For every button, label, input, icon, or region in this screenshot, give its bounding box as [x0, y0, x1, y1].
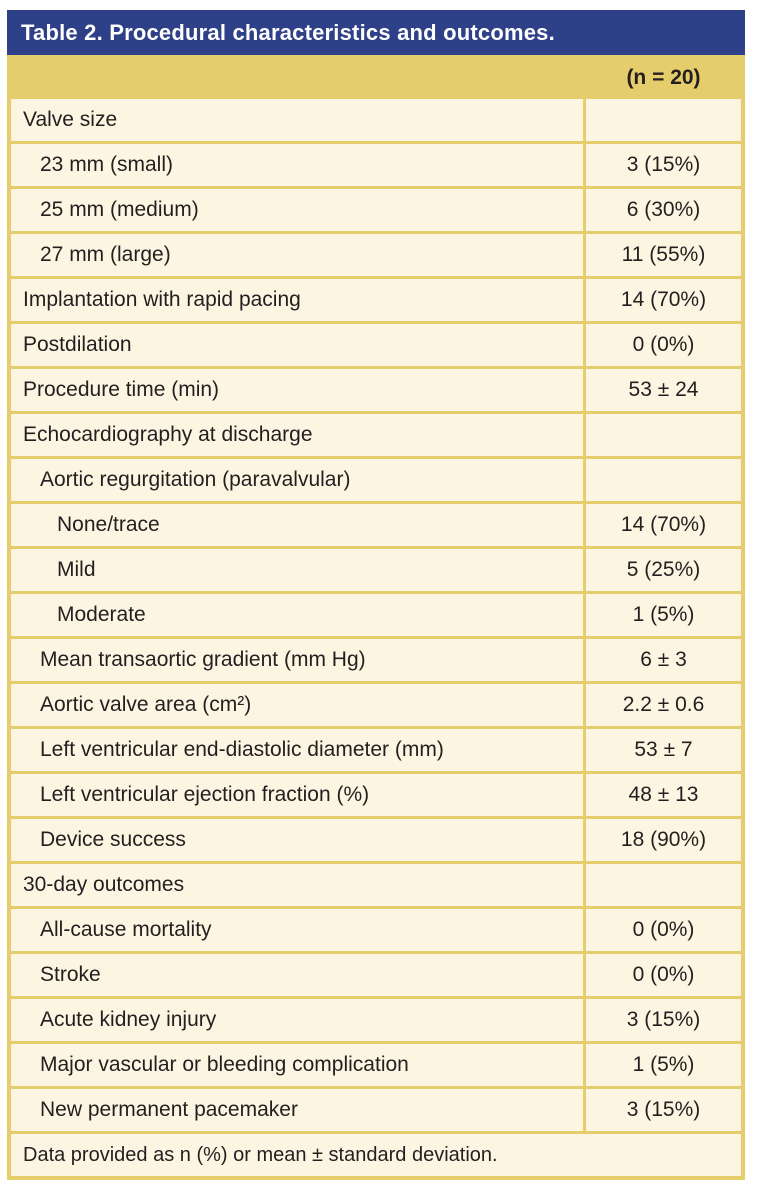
footnote-row: Data provided as n (%) or mean ± standar…	[7, 1131, 745, 1180]
row-value: 0 (0%)	[583, 321, 745, 369]
table-row: 25 mm (medium) 6 (30%)	[7, 186, 745, 234]
row-value: 6 ± 3	[583, 636, 745, 684]
table-row: Postdilation 0 (0%)	[7, 321, 745, 369]
row-label: None/trace	[7, 501, 586, 549]
row-value	[583, 456, 745, 504]
row-value: 5 (25%)	[583, 546, 745, 594]
table-row: Moderate 1 (5%)	[7, 591, 745, 639]
table-title: Table 2. Procedural characteristics and …	[21, 19, 555, 45]
row-value: 0 (0%)	[583, 906, 745, 954]
row-label: Left ventricular end-diastolic diameter …	[7, 726, 586, 774]
row-label: Stroke	[7, 951, 586, 999]
row-label: 25 mm (medium)	[7, 186, 586, 234]
row-label: Device success	[7, 816, 586, 864]
row-value: 11 (55%)	[583, 231, 745, 279]
row-label: Mild	[7, 546, 586, 594]
table-row: Mean transaortic gradient (mm Hg) 6 ± 3	[7, 636, 745, 684]
row-value: 14 (70%)	[583, 276, 745, 324]
table-row: Implantation with rapid pacing 14 (70%)	[7, 276, 745, 324]
n-column-header: (n = 20)	[583, 55, 745, 99]
row-value: 0 (0%)	[583, 951, 745, 999]
row-label: Left ventricular ejection fraction (%)	[7, 771, 586, 819]
row-label: Major vascular or bleeding complication	[7, 1041, 586, 1089]
table-row: 27 mm (large) 11 (55%)	[7, 231, 745, 279]
row-value: 6 (30%)	[583, 186, 745, 234]
table-row: 23 mm (small) 3 (15%)	[7, 141, 745, 189]
table-row: Device success 18 (90%)	[7, 816, 745, 864]
row-value	[583, 861, 745, 909]
row-value: 1 (5%)	[583, 1041, 745, 1089]
row-label: New permanent pacemaker	[7, 1086, 586, 1134]
table-row: Left ventricular ejection fraction (%) 48…	[7, 771, 745, 819]
column-header-row: (n = 20)	[7, 55, 745, 99]
table-row: Stroke 0 (0%)	[7, 951, 745, 999]
row-value: 3 (15%)	[583, 141, 745, 189]
row-label: Echocardiography at discharge	[7, 411, 586, 459]
row-value: 48 ± 13	[583, 771, 745, 819]
row-label: Mean transaortic gradient (mm Hg)	[7, 636, 586, 684]
table-2-container: Table 2. Procedural characteristics and …	[7, 10, 745, 1180]
row-value: 1 (5%)	[583, 591, 745, 639]
table-row: Procedure time (min) 53 ± 24	[7, 366, 745, 414]
row-value: 3 (15%)	[583, 1086, 745, 1134]
table-row: Aortic regurgitation (paravalvular)	[7, 456, 745, 504]
row-label: Valve size	[7, 96, 586, 144]
table-row: Mild 5 (25%)	[7, 546, 745, 594]
footnote: Data provided as n (%) or mean ± standar…	[7, 1131, 745, 1180]
row-value: 2.2 ± 0.6	[583, 681, 745, 729]
table-row: Left ventricular end-diastolic diameter …	[7, 726, 745, 774]
table-row: None/trace 14 (70%)	[7, 501, 745, 549]
row-value: 14 (70%)	[583, 501, 745, 549]
table-row: All-cause mortality 0 (0%)	[7, 906, 745, 954]
table-row: 30-day outcomes	[7, 861, 745, 909]
row-value: 53 ± 24	[583, 366, 745, 414]
table-row: Acute kidney injury 3 (15%)	[7, 996, 745, 1044]
row-label: Acute kidney injury	[7, 996, 586, 1044]
row-value	[583, 411, 745, 459]
table-row: Valve size	[7, 96, 745, 144]
row-label: Aortic regurgitation (paravalvular)	[7, 456, 586, 504]
row-value	[583, 96, 745, 144]
table-row: Aortic valve area (cm²) 2.2 ± 0.6	[7, 681, 745, 729]
procedural-outcomes-table: (n = 20) Valve size 23 mm (small) 3 (15%) 2…	[7, 55, 745, 1180]
row-value: 18 (90%)	[583, 816, 745, 864]
row-label: Postdilation	[7, 321, 586, 369]
row-label: All-cause mortality	[7, 906, 586, 954]
row-value: 53 ± 7	[583, 726, 745, 774]
row-value: 3 (15%)	[583, 996, 745, 1044]
table-row: Major vascular or bleeding complication 1…	[7, 1041, 745, 1089]
row-label: 30-day outcomes	[7, 861, 586, 909]
row-label: Moderate	[7, 591, 586, 639]
row-label: 23 mm (small)	[7, 141, 586, 189]
table-title-bar: Table 2. Procedural characteristics and …	[7, 10, 745, 55]
row-label: Aortic valve area (cm²)	[7, 681, 586, 729]
row-label: Implantation with rapid pacing	[7, 276, 586, 324]
table-row: Echocardiography at discharge	[7, 411, 745, 459]
row-label: Procedure time (min)	[7, 366, 586, 414]
characteristic-column-header	[7, 55, 586, 99]
table-row: New permanent pacemaker 3 (15%)	[7, 1086, 745, 1134]
row-label: 27 mm (large)	[7, 231, 586, 279]
